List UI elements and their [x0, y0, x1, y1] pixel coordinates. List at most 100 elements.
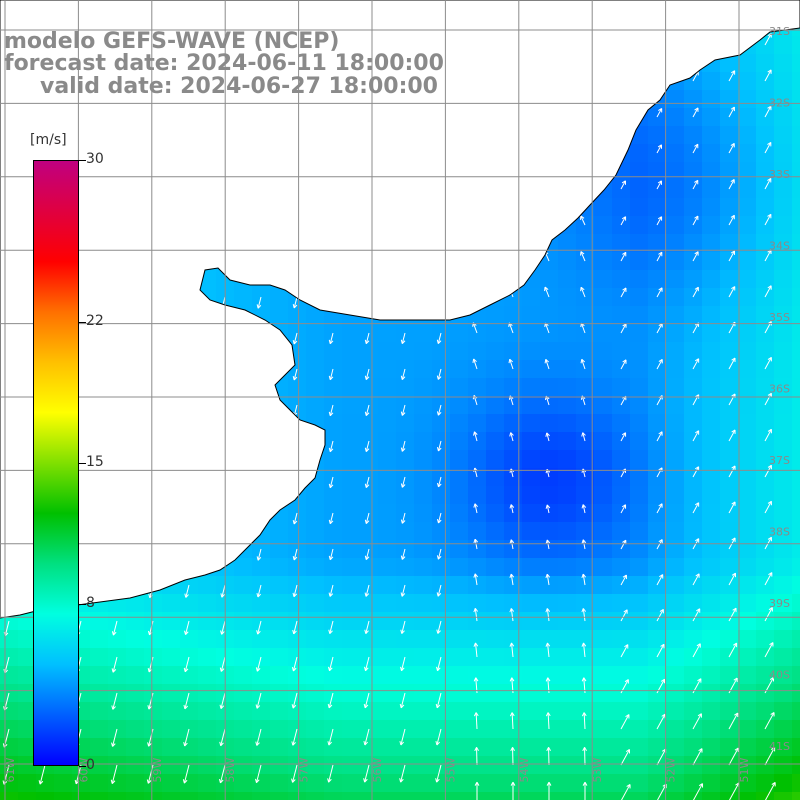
field-cell: [522, 702, 541, 721]
field-cell: [288, 774, 307, 793]
field-cell: [738, 72, 757, 91]
field-cell: [558, 540, 577, 559]
wind-arrow: [580, 215, 586, 226]
field-cell: [378, 774, 397, 793]
field-cell: [540, 270, 559, 289]
field-cell: [666, 540, 685, 559]
field-cell: [738, 126, 757, 145]
field-cell: [414, 522, 433, 541]
field-cell: [198, 702, 217, 721]
field-cell: [738, 432, 757, 451]
field-cell: [198, 666, 217, 685]
field-cell: [252, 630, 271, 649]
field-cell: [720, 414, 739, 433]
field-cell: [612, 252, 631, 271]
field-cell: [774, 270, 793, 289]
field-cell: [648, 162, 667, 181]
field-cell: [576, 450, 595, 469]
wind-arrow: [656, 251, 663, 262]
field-cell: [90, 666, 109, 685]
wind-arrow: [764, 536, 772, 550]
wind-arrow: [474, 781, 480, 800]
field-cell: [414, 612, 433, 631]
wind-arrow: [400, 548, 406, 560]
field-cell: [666, 522, 685, 541]
field-cell: [666, 738, 685, 757]
wind-arrow: [580, 358, 586, 370]
field-cell: [270, 756, 289, 775]
wind-arrow: [510, 747, 515, 766]
wind-arrow: [545, 608, 551, 622]
field-cell: [612, 540, 631, 559]
field-cell: [630, 288, 649, 307]
field-cell: [432, 558, 451, 577]
field-cell: [774, 774, 793, 793]
field-cell: [468, 342, 487, 361]
wind-arrow: [111, 656, 118, 673]
wind-arrow: [399, 728, 406, 746]
field-cell: [522, 378, 541, 397]
field-cell: [252, 666, 271, 685]
field-cell: [504, 756, 523, 775]
field-cell: [414, 378, 433, 397]
field-cell: [630, 540, 649, 559]
wind-arrow: [364, 476, 370, 488]
field-cell: [234, 648, 253, 667]
field-cell: [666, 774, 685, 793]
field-cell: [414, 396, 433, 415]
field-cell: [684, 738, 703, 757]
field-cell: [648, 234, 667, 253]
field-cell: [486, 324, 505, 343]
field-cell: [324, 342, 343, 361]
field-cell: [126, 630, 145, 649]
field-cell: [720, 702, 739, 721]
field-cell: [630, 270, 649, 289]
field-cell: [72, 792, 91, 800]
field-cell: [666, 594, 685, 613]
wind-arrow: [581, 432, 586, 442]
field-cell: [576, 702, 595, 721]
field-cell: [792, 396, 800, 415]
wind-arrow: [582, 747, 587, 766]
field-cell: [414, 486, 433, 505]
field-cell: [612, 306, 631, 325]
field-cell: [738, 378, 757, 397]
field-cell: [468, 504, 487, 523]
field-cell: [450, 504, 469, 523]
field-cell: [162, 738, 181, 757]
field-cell: [648, 720, 667, 739]
field-cell: [738, 396, 757, 415]
field-cell: [450, 666, 469, 685]
field-cell: [144, 594, 163, 613]
wind-arrow: [508, 358, 514, 370]
field-cell: [738, 54, 757, 73]
field-cell: [774, 612, 793, 631]
field-cell: [522, 684, 541, 703]
field-cell: [108, 702, 127, 721]
field-cell: [108, 774, 127, 793]
field-cell: [504, 450, 523, 469]
field-cell: [486, 468, 505, 487]
field-cell: [666, 126, 685, 145]
wind-arrow: [656, 216, 663, 226]
lat-label: 40S: [769, 669, 790, 682]
field-cell: [522, 522, 541, 541]
field-cell: [720, 162, 739, 181]
field-cell: [702, 594, 721, 613]
field-cell: [468, 378, 487, 397]
lat-label: 35S: [769, 311, 790, 324]
field-cell: [18, 684, 37, 703]
field-cell: [630, 306, 649, 325]
field-cell: [594, 432, 613, 451]
field-cell: [612, 216, 631, 235]
field-cell: [684, 90, 703, 109]
field-cell: [450, 684, 469, 703]
wind-arrow: [183, 692, 190, 710]
field-cell: [360, 486, 379, 505]
field-cell: [702, 684, 721, 703]
wind-arrow: [656, 431, 663, 442]
field-cell: [720, 594, 739, 613]
field-cell: [792, 72, 800, 91]
field-cell: [18, 648, 37, 667]
field-cell: [540, 648, 559, 667]
